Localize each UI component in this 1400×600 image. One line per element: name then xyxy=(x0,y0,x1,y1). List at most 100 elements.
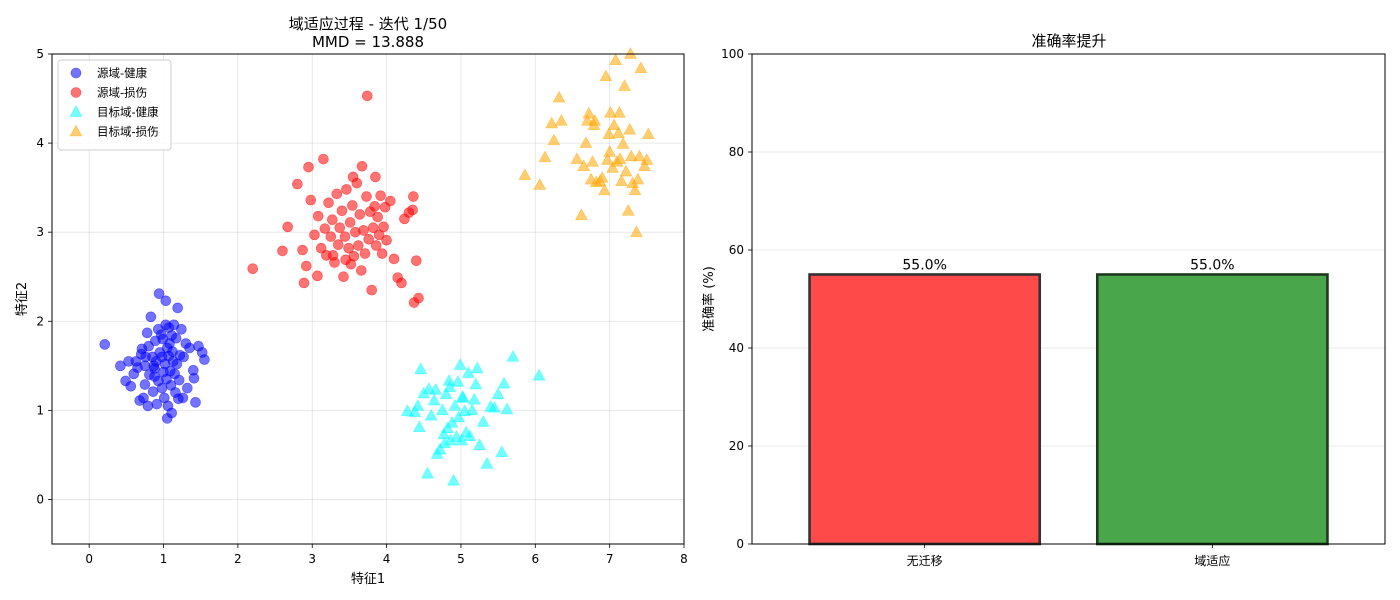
scatter-point xyxy=(506,350,520,362)
scatter-axes-frame xyxy=(51,53,685,545)
scatter-point xyxy=(640,153,654,165)
scatter-point xyxy=(367,222,379,234)
scatter-point xyxy=(312,270,323,282)
scatter-point xyxy=(356,265,367,276)
scatter-point xyxy=(359,248,371,259)
scatter-x-tick-label: 2 xyxy=(234,552,242,566)
scatter-point xyxy=(309,229,320,241)
scatter-legend-label: 源域-损伤 xyxy=(97,86,147,100)
bar-y-tick-label: 100 xyxy=(721,47,744,61)
scatter-point xyxy=(151,398,163,410)
scatter-legend-label: 目标域-损伤 xyxy=(97,125,159,139)
scatter-legend-marker xyxy=(70,67,82,79)
scatter-legend-marker xyxy=(69,105,83,117)
scatter-point xyxy=(305,194,317,206)
scatter-point xyxy=(538,150,552,163)
scatter-point xyxy=(606,161,620,173)
scatter-point xyxy=(574,208,588,221)
scatter-point xyxy=(602,127,616,139)
scatter-point xyxy=(630,225,643,237)
scatter-point xyxy=(323,197,334,209)
scatter-point xyxy=(99,339,111,350)
scatter-legend-label: 目标域-健康 xyxy=(97,105,159,119)
scatter-point xyxy=(303,161,314,173)
scatter-point xyxy=(153,288,165,299)
scatter-point xyxy=(407,204,418,216)
scatter-point xyxy=(632,149,646,162)
scatter-point xyxy=(138,392,149,404)
scatter-point xyxy=(145,311,157,323)
scatter-series-1 xyxy=(99,288,210,424)
scatter-x-axis-label: 特征1 xyxy=(351,572,385,587)
scatter-x-tick-label: 5 xyxy=(457,552,465,566)
scatter-point xyxy=(408,405,422,417)
scatter-point xyxy=(340,254,351,266)
scatter-point xyxy=(312,210,324,222)
scatter-x-tick-label: 8 xyxy=(680,552,688,566)
scatter-point xyxy=(579,136,593,148)
scatter-point xyxy=(115,360,126,372)
scatter-panel: 域适应过程 - 迭代 1/50 MMD = 13.888 0 1 2 3 4 5 6 7 8 0 1… xyxy=(15,15,688,587)
scatter-point xyxy=(595,171,609,183)
scatter-y-tick-label: 2 xyxy=(36,314,44,328)
bar-x-tick-label: 无迁移 xyxy=(907,554,943,568)
scatter-series-4 xyxy=(518,47,655,237)
scatter-point xyxy=(347,200,358,211)
scatter-point xyxy=(338,271,349,283)
scatter-point xyxy=(588,113,602,126)
scatter-point xyxy=(607,118,621,131)
scatter-point xyxy=(619,164,633,177)
scatter-point xyxy=(435,403,449,416)
scatter-point xyxy=(598,183,611,196)
scatter-point xyxy=(247,263,259,275)
scatter-point xyxy=(148,360,160,372)
scatter-point xyxy=(612,105,626,118)
scatter-point xyxy=(166,407,178,419)
scatter-point xyxy=(199,354,210,365)
scatter-point xyxy=(533,178,547,190)
scatter-point xyxy=(373,229,385,241)
scatter-point xyxy=(363,234,375,245)
scatter-x-tick-label: 0 xyxy=(85,552,93,566)
scatter-point xyxy=(609,53,622,66)
scatter-y-tick-label: 3 xyxy=(36,225,44,239)
bar-title: 准确率提升 xyxy=(1031,32,1106,50)
scatter-point xyxy=(624,47,637,59)
scatter-point xyxy=(412,420,426,433)
scatter-point xyxy=(173,374,185,386)
scatter-point xyxy=(495,445,509,458)
scatter-point xyxy=(184,342,195,354)
scatter-point xyxy=(628,183,642,196)
scatter-point xyxy=(624,149,638,162)
scatter-point xyxy=(453,358,467,370)
scatter-point xyxy=(353,240,364,251)
scatter-point xyxy=(411,399,425,411)
scatter-point xyxy=(433,442,447,455)
scatter-legend-box xyxy=(57,59,172,151)
scatter-y-tick-label: 5 xyxy=(36,47,44,61)
scatter-point xyxy=(378,221,389,233)
bar-ticks: 0 20 40 60 80 100 无迁移 域适应 xyxy=(721,47,1230,568)
scatter-point xyxy=(613,152,627,164)
scatter-point xyxy=(132,362,143,373)
scatter-point xyxy=(141,327,153,339)
scatter-point xyxy=(429,383,443,395)
scatter-point xyxy=(401,404,414,417)
scatter-point xyxy=(369,201,380,212)
scatter-point xyxy=(163,322,175,333)
scatter-point xyxy=(547,133,561,146)
scatter-point xyxy=(139,379,151,390)
scatter-point xyxy=(331,188,343,200)
bar-1 xyxy=(808,273,1042,546)
scatter-point xyxy=(447,473,460,486)
scatter-point xyxy=(332,239,344,250)
bar-y-tick-label: 20 xyxy=(729,439,744,453)
scatter-point xyxy=(500,402,514,415)
scatter-point xyxy=(461,366,475,378)
scatter-point xyxy=(319,223,331,234)
scatter-point xyxy=(623,122,637,135)
scatter-point xyxy=(361,90,373,102)
scatter-point xyxy=(442,374,456,386)
scatter-point xyxy=(334,222,346,234)
